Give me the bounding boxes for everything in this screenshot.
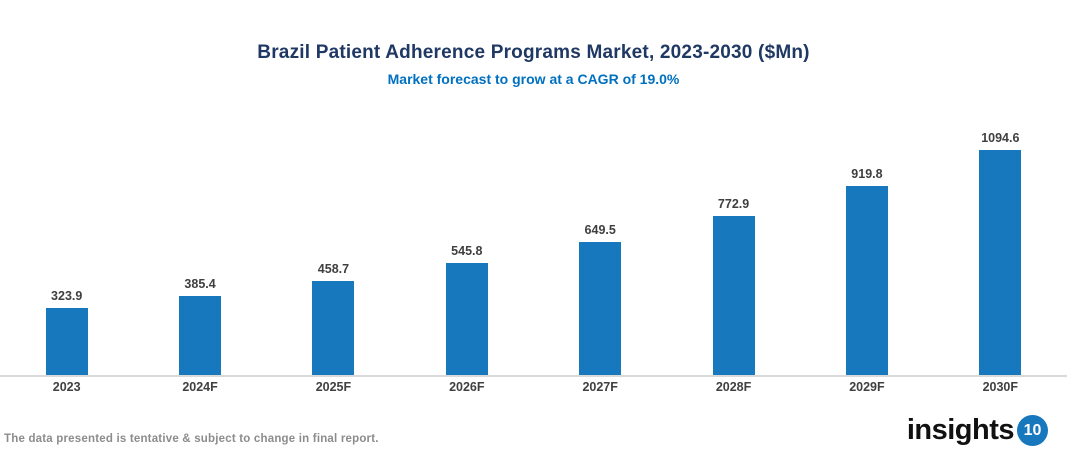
bar-2029F (845, 185, 888, 375)
bar-2028F (712, 216, 755, 375)
bar-value-label: 649.5 (584, 222, 616, 237)
bar-2026F (445, 262, 488, 375)
bar-column: 545.8 (400, 244, 533, 375)
x-tick-label: 2026F (449, 380, 485, 394)
x-tick-label: 2024F (182, 380, 218, 394)
bar-value-label: 919.8 (851, 166, 883, 181)
bar-value-label: 1094.6 (981, 131, 1020, 145)
x-axis-line (0, 375, 1067, 377)
bar-2025F (312, 280, 355, 375)
logo-badge: 10 (1017, 415, 1048, 446)
bar-value-label: 385.4 (184, 276, 216, 291)
x-tick-label: 2025F (315, 380, 352, 394)
x-tick-label: 2029F (849, 380, 885, 394)
bar-value-label: 772.9 (717, 197, 750, 212)
bar-2024F (179, 295, 222, 375)
logo-wordmark: insights (906, 414, 1015, 446)
x-tick-label: 2027F (582, 380, 618, 394)
insights10-logo: insights 10 (907, 414, 1048, 447)
bar-2030F (979, 150, 1022, 375)
chart-title: Brazil Patient Adherence Programs Market… (257, 42, 810, 63)
bar-value-label: 545.8 (451, 243, 483, 258)
chart-header: Brazil Patient Adherence Programs Market… (0, 42, 1067, 87)
bar-column: 1094.6 (934, 131, 1067, 375)
disclaimer-text: The data presented is tentative & subjec… (4, 433, 379, 445)
x-tick-label: 2023 (52, 380, 81, 394)
category-axis: 2023 2024F 2025F 2026F 2027F 2028F 2029F 2030F (0, 380, 1067, 394)
bar-column: 323.9 (0, 289, 133, 375)
bar-value-label: 323.9 (51, 289, 83, 304)
bar-column: 772.9 (667, 197, 800, 375)
chart-subtitle: Market forecast to grow at a CAGR of 19.… (387, 71, 680, 87)
bar-2027F (579, 241, 622, 375)
bar-column: 919.8 (800, 167, 933, 375)
x-tick-label: 2028F (715, 380, 752, 394)
bar-column: 385.4 (133, 277, 266, 375)
bar-column: 649.5 (534, 222, 667, 375)
x-tick-label: 2030F (982, 380, 1019, 394)
bar-value-label: 458.7 (317, 261, 350, 276)
bar-2023 (45, 308, 88, 375)
plot-area: 323.9 385.4 458.7 545.8 649.5 772.9 919.8 1094.… (0, 131, 1067, 375)
bar-column: 458.7 (267, 262, 400, 375)
